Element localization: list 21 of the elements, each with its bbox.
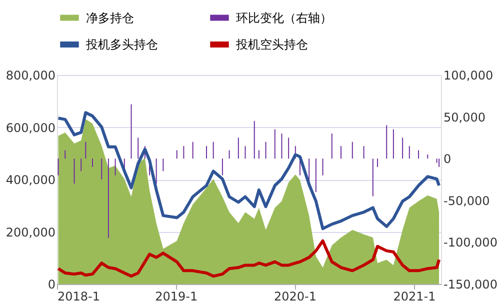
y-tick-label: 200,000: [6, 225, 56, 240]
x-tick-label: 2020-1: [274, 290, 317, 304]
y2-tick-label: -100,000: [444, 236, 498, 250]
y-tick-label: 0: [48, 278, 56, 292]
line-series: [56, 111, 441, 230]
legend-label: 净多持仓: [86, 10, 134, 25]
y2-tick-label: -150,000: [444, 278, 498, 292]
y2-tick-label: -50,000: [444, 194, 490, 208]
x-tick-label: 2019-1: [155, 290, 198, 304]
y2-tick-label: 100,000: [444, 68, 494, 82]
x-tick-label: 2021-1: [393, 290, 436, 304]
y-tick-label: 400,000: [6, 173, 56, 187]
y-tick-label: 600,000: [6, 120, 56, 135]
line-series: [56, 239, 441, 278]
legend-label: 投机空头持仓: [235, 38, 308, 52]
legend-label: 环比变化（右轴）: [236, 10, 332, 25]
y2-tick-label: 50,000: [444, 110, 486, 124]
legend-label: 投机多头持仓: [85, 38, 158, 52]
y2-tick-label: 0: [444, 152, 452, 166]
y-tick-label: 800,000: [6, 68, 56, 82]
x-tick-label: 2018-1: [58, 290, 100, 304]
